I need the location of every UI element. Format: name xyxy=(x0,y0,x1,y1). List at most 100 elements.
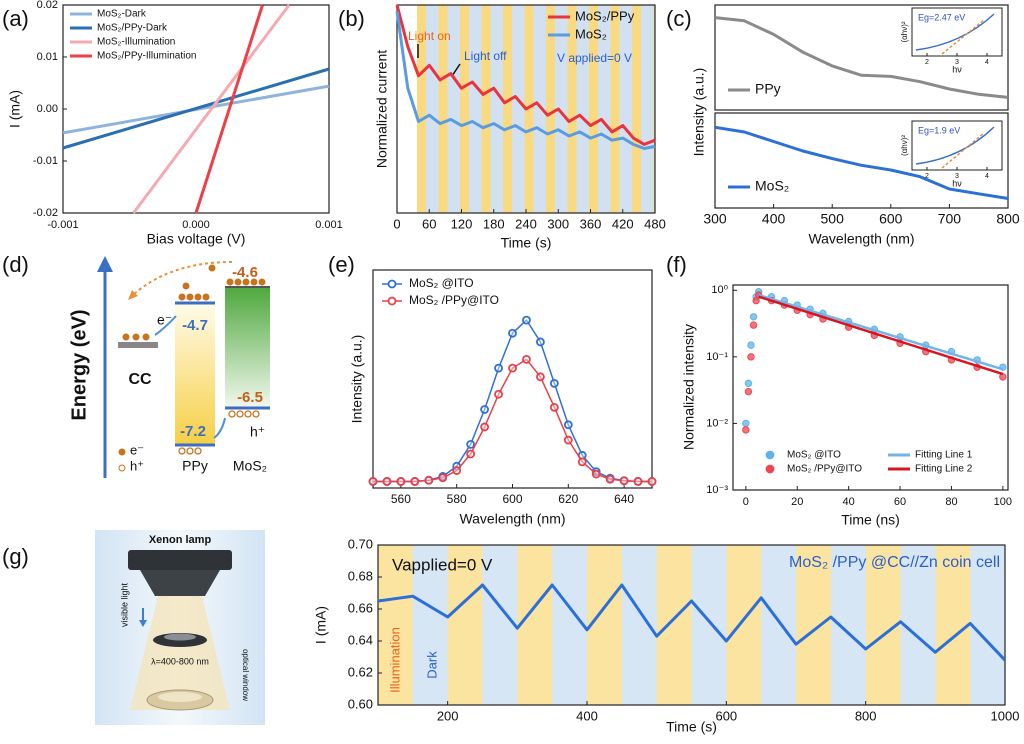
y-tick-label: 0.02 xyxy=(37,0,58,11)
electrons xyxy=(178,264,266,301)
inset-fit xyxy=(941,19,985,55)
data-point xyxy=(508,363,517,373)
arrow-head xyxy=(97,256,113,272)
legend-label: MoS₂ /PPy@ITO xyxy=(409,293,499,307)
inset-curve xyxy=(915,13,995,51)
x-tick-label: 300 xyxy=(547,216,569,231)
inset-fit xyxy=(941,132,985,169)
data-point xyxy=(749,321,758,329)
window-label: optical window xyxy=(241,649,250,701)
data-point xyxy=(508,328,517,338)
inset-frame xyxy=(911,7,1003,57)
carrier-label: h⁺ xyxy=(250,424,265,440)
legend-label: Fitting Line 2 xyxy=(915,464,973,475)
series-line xyxy=(194,4,264,214)
data-point xyxy=(382,477,392,486)
x-tick-label: 100 xyxy=(994,496,1012,508)
legend-label: e⁻ xyxy=(130,442,144,457)
x-tick-label: 400 xyxy=(576,708,598,723)
data-point xyxy=(480,422,490,432)
data-point xyxy=(494,389,503,399)
x-axis-label: Time (ns) xyxy=(841,512,900,528)
y-tick-label: 0.64 xyxy=(348,632,373,647)
x-tick-label: 80 xyxy=(945,496,957,508)
inset-note: Eg=1.9 eV xyxy=(918,125,960,135)
x-tick-label: 420 xyxy=(612,216,634,231)
x-tick-label: 500 xyxy=(821,211,845,227)
electron xyxy=(132,333,140,341)
filter-hole xyxy=(164,633,196,641)
data-point xyxy=(633,477,643,486)
level-label: -6.5 xyxy=(237,389,263,406)
y-axis-label: I (mA) xyxy=(313,606,329,644)
x-tick-label: 600 xyxy=(879,211,903,227)
legend-label: MoS₂ xyxy=(575,26,607,41)
x-tick-label: 480 xyxy=(644,216,666,231)
y-axis-label: Normalized intensity xyxy=(681,324,697,450)
data-point xyxy=(619,476,629,486)
data-point xyxy=(549,402,559,412)
inset-note: Eg=2.47 eV xyxy=(918,12,965,22)
setup-illustration: Xenon lamp visible light λ=400-800 nm op… xyxy=(95,530,265,725)
y-tick-label: 0.62 xyxy=(348,664,373,679)
data-point xyxy=(536,337,545,347)
x-tick-label: 600 xyxy=(502,492,522,506)
data-point xyxy=(410,477,420,486)
y-tick-label: 0.60 xyxy=(348,696,373,711)
x-tick-label: 620 xyxy=(558,492,578,506)
y-tick-label: -0.01 xyxy=(33,155,58,167)
window-glass xyxy=(158,692,202,702)
level-label: -7.2 xyxy=(180,423,206,440)
x-axis-label: Bias voltage (V) xyxy=(147,231,246,247)
pointer-arrow xyxy=(451,63,461,77)
x-tick-label: -0.001 xyxy=(47,219,78,231)
x-tick-label: 240 xyxy=(515,216,537,231)
x-tick-label: 200 xyxy=(437,708,459,723)
x-tick-label: 60 xyxy=(422,216,436,231)
x-tick-label: 560 xyxy=(391,492,411,506)
series-line xyxy=(758,295,1004,376)
light-beam xyxy=(130,596,230,710)
inset-tick-label: 4 xyxy=(985,173,989,180)
y-tick-label: 10⁻¹ xyxy=(706,351,728,363)
data-point xyxy=(577,457,587,467)
x-tick-label: 0.001 xyxy=(315,219,343,231)
annotation: MoS₂ /PPy @CC//Zn coin cell xyxy=(789,554,1000,571)
panel-label: (d) xyxy=(2,252,29,277)
legend-label: h⁺ xyxy=(130,458,144,473)
data-point xyxy=(747,341,755,349)
data-point xyxy=(396,477,406,486)
inset-tick-label: 2 xyxy=(925,59,929,66)
series-line xyxy=(758,293,1004,371)
ppy-band xyxy=(175,303,215,445)
y-tick-label: 0.70 xyxy=(348,536,373,551)
data-point xyxy=(742,419,750,428)
lamp-body xyxy=(128,550,232,570)
x-tick-label: 120 xyxy=(451,216,473,231)
data-point xyxy=(522,354,531,364)
annotation: Illumination xyxy=(387,627,402,693)
x-tick-label: 700 xyxy=(938,211,962,227)
series-line xyxy=(714,125,1009,200)
x-tick-label: 640 xyxy=(614,492,634,506)
wavelength-label: λ=400-800 nm xyxy=(151,656,209,666)
inset-tick-label: 2 xyxy=(925,173,929,180)
lamp-head xyxy=(140,570,220,596)
data-point xyxy=(591,469,601,479)
data-point xyxy=(647,477,657,486)
inset-frame xyxy=(911,120,1003,171)
series-line xyxy=(377,583,1007,662)
electron xyxy=(122,333,130,341)
panel-label: (c) xyxy=(666,6,692,31)
data-point xyxy=(452,466,462,475)
data-point xyxy=(563,420,573,430)
x-tick-label: 0.000 xyxy=(182,219,210,231)
legend-electron xyxy=(118,448,126,456)
x-axis-label: Time (s) xyxy=(501,235,552,251)
legend-label: MoS₂/PPy-Dark xyxy=(97,23,168,34)
panel-label: (g) xyxy=(2,544,29,569)
illumination-stripes xyxy=(378,545,1005,705)
x-tick-label: 60 xyxy=(894,496,906,508)
annotation: Dark xyxy=(424,651,439,679)
data-point xyxy=(742,426,750,434)
